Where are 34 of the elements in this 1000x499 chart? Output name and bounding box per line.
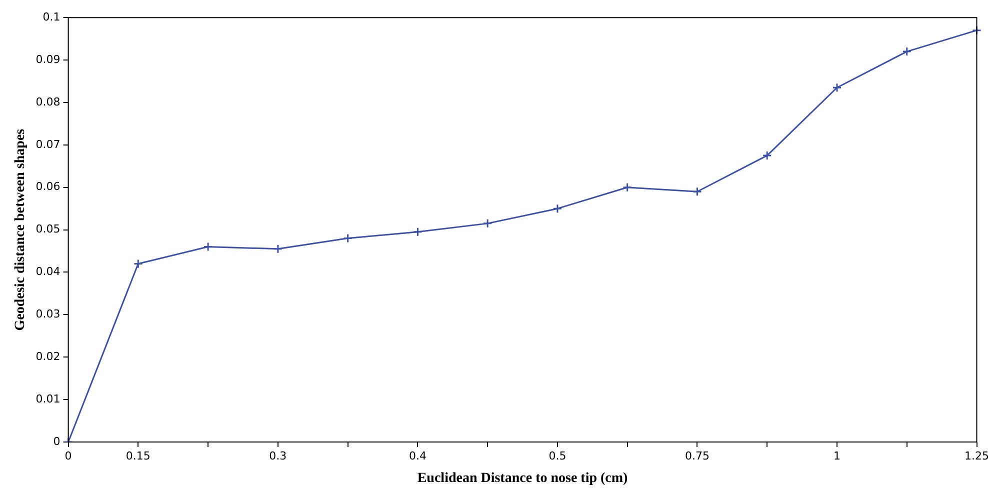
x-axis-title: Euclidean Distance to nose tip (cm) xyxy=(417,471,628,486)
point xyxy=(902,46,912,56)
y-tick-label: 0.09 xyxy=(36,52,60,66)
y-tick-label: 0.05 xyxy=(36,222,60,236)
y-tick-label: 0.06 xyxy=(36,180,60,194)
y-tick-label: 0.04 xyxy=(36,265,60,278)
point xyxy=(412,227,422,237)
y-tick-label: 0.03 xyxy=(36,308,60,321)
y-tick-label: 0.01 xyxy=(36,392,60,406)
y-axis-title: Geodesic distance between shapes xyxy=(13,128,28,331)
y-tick-label: 0 xyxy=(53,434,60,448)
x-tick-label: 0.4 xyxy=(408,449,426,462)
point xyxy=(552,204,562,214)
point xyxy=(832,82,842,92)
x-tick-label: 0 xyxy=(64,449,72,462)
point xyxy=(762,150,772,160)
x-tick-label: 0.5 xyxy=(548,449,566,462)
x-tick-label: 0.15 xyxy=(126,449,150,462)
x-tick-label: 1.25 xyxy=(964,449,990,462)
point xyxy=(972,26,982,36)
y-tick-label: 0.08 xyxy=(36,95,60,108)
y-tick-label: 0.02 xyxy=(36,350,60,363)
point xyxy=(482,218,492,228)
x-tick-label: 1 xyxy=(833,449,840,462)
point xyxy=(273,244,283,254)
y-tick-label: 0.07 xyxy=(36,138,60,151)
point xyxy=(133,259,143,268)
point xyxy=(203,242,213,252)
y-tick-label: 0.1 xyxy=(42,10,60,24)
x-tick-label: 0.3 xyxy=(269,449,287,462)
x-tick-label: 0.75 xyxy=(684,449,710,462)
point xyxy=(692,186,702,196)
point xyxy=(343,234,353,244)
point xyxy=(622,182,632,192)
